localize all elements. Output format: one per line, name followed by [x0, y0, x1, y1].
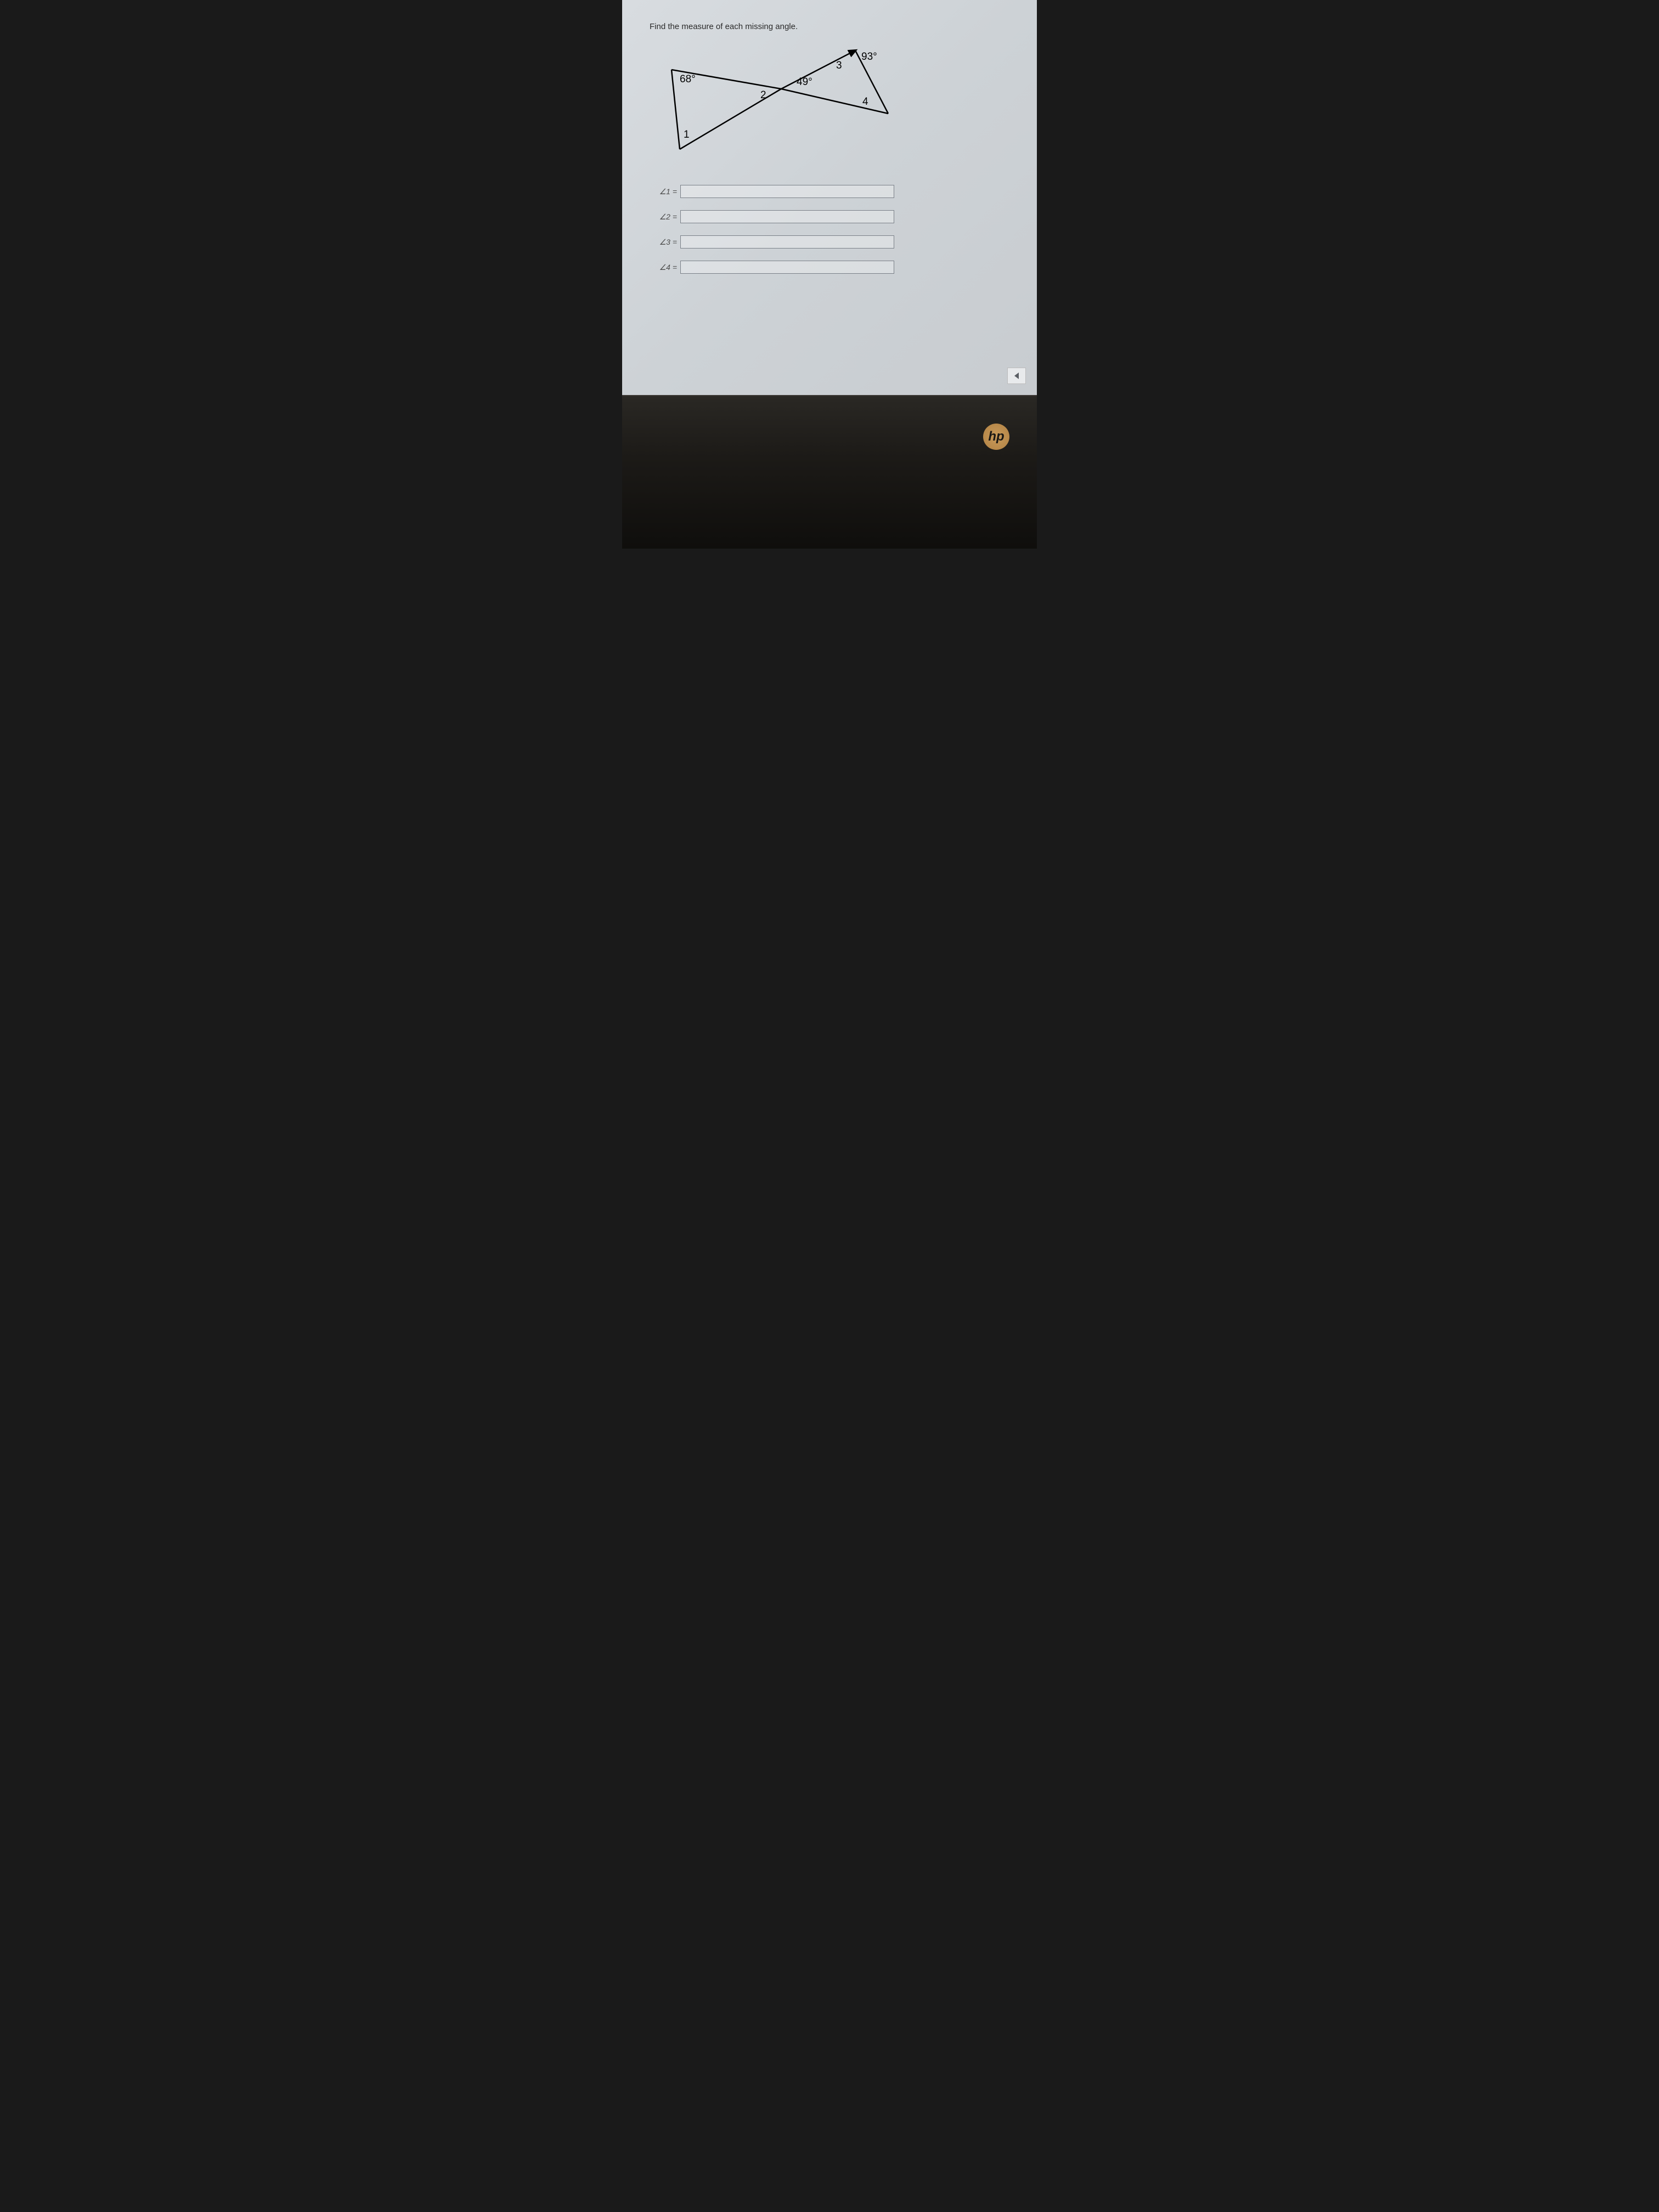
angle-label-1: 1 [684, 129, 690, 141]
answer-input-4[interactable] [680, 261, 894, 274]
answer-input-1[interactable] [680, 185, 894, 198]
hp-logo: hp [983, 424, 1009, 450]
answer-row: ∠4 = [655, 261, 1009, 274]
answer-section: ∠1 = ∠2 = ∠3 = ∠4 = [655, 185, 1009, 274]
answer-row: ∠2 = [655, 210, 1009, 223]
answer-row: ∠3 = [655, 235, 1009, 249]
previous-button[interactable] [1007, 368, 1026, 384]
angle-label-49: 49° [797, 76, 812, 88]
angle-label-68: 68° [680, 74, 696, 86]
answer-input-3[interactable] [680, 235, 894, 249]
worksheet-screen: Find the measure of each missing angle. … [622, 0, 1037, 395]
chevron-left-icon [1013, 372, 1020, 380]
answer-label-4: ∠4 = [655, 263, 677, 272]
angle-label-93: 93° [861, 51, 877, 63]
angle-label-2: 2 [760, 89, 766, 101]
answer-row: ∠1 = [655, 185, 1009, 198]
laptop-bezel: hp [622, 395, 1037, 549]
instruction-text: Find the measure of each missing angle. [650, 22, 1009, 31]
answer-label-1: ∠1 = [655, 187, 677, 196]
answer-label-3: ∠3 = [655, 238, 677, 247]
angle-label-3: 3 [836, 60, 842, 72]
answer-input-2[interactable] [680, 210, 894, 223]
geometry-diagram: 68° 1 2 49° 3 93° 4 [661, 48, 902, 168]
answer-label-2: ∠2 = [655, 212, 677, 222]
diagram-svg [661, 48, 902, 168]
angle-label-4: 4 [862, 96, 868, 108]
